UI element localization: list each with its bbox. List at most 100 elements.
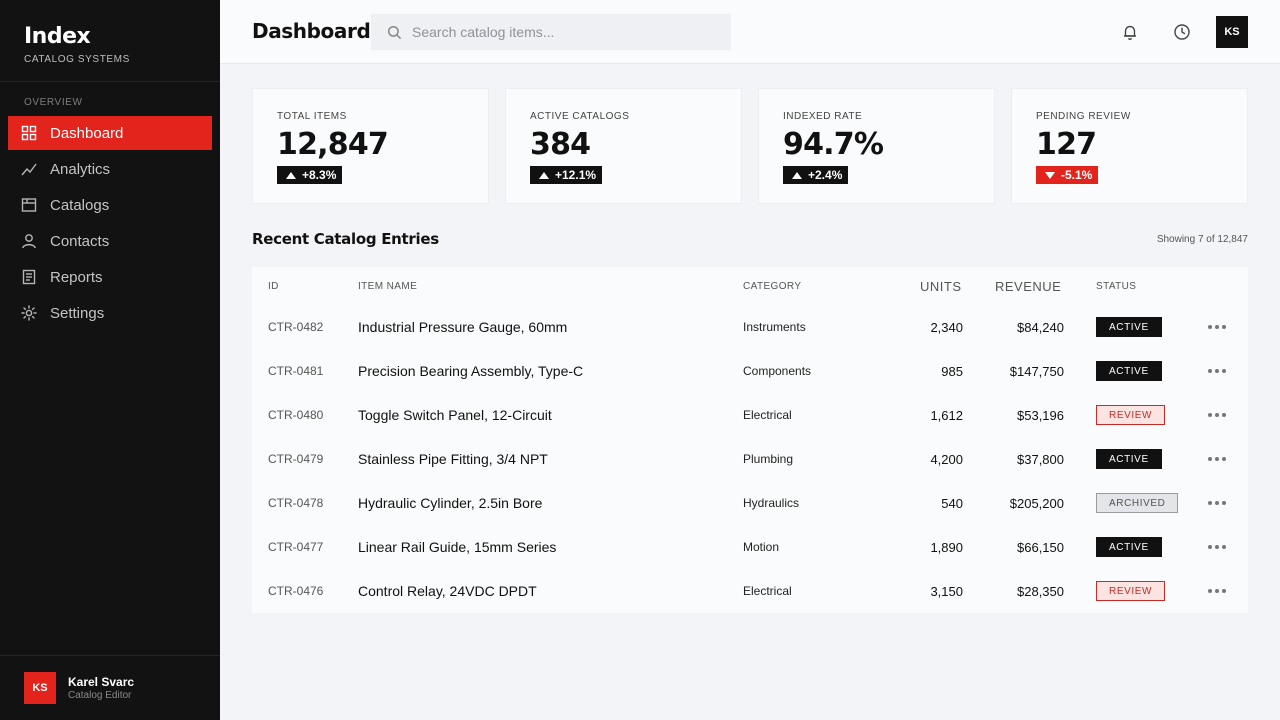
more-options-icon[interactable] xyxy=(1208,437,1226,481)
document-icon xyxy=(20,268,38,286)
item-category: Electrical xyxy=(743,408,792,422)
item-id: CTR-0476 xyxy=(268,584,324,598)
table-header: ID ITEM NAME CATEGORY UNITS REVENUE STAT… xyxy=(252,267,1248,305)
more-options-icon[interactable] xyxy=(1208,349,1226,393)
table-row[interactable]: CTR-0479 Stainless Pipe Fitting, 3/4 NPT P… xyxy=(252,437,1248,481)
sidebar-item-label: Analytics xyxy=(50,160,111,178)
bell-icon[interactable] xyxy=(1120,22,1140,42)
item-units: 3,150 xyxy=(930,583,963,599)
item-name: Precision Bearing Assembly, Type-C xyxy=(358,363,584,379)
item-name: Control Relay, 24VDC DPDT xyxy=(358,583,537,599)
item-category: Hydraulics xyxy=(743,496,800,510)
user-name: Karel Svarc xyxy=(68,675,135,689)
item-units: 540 xyxy=(941,495,963,511)
item-id: CTR-0478 xyxy=(268,496,324,510)
search-bar[interactable] xyxy=(371,14,731,50)
brand: Index CATALOG SYSTEMS xyxy=(0,0,220,82)
nav-section-label: OVERVIEW xyxy=(24,97,83,108)
brand-title: Index xyxy=(24,24,91,49)
item-revenue: $84,240 xyxy=(1017,319,1064,335)
stat-value: 384 xyxy=(530,127,591,162)
sidebar-item-contacts[interactable]: Contacts xyxy=(8,224,212,258)
sidebar-nav: Dashboard Analytics Catalogs Contacts Re… xyxy=(8,116,212,332)
status-cell: REVIEW xyxy=(1096,569,1166,613)
item-category: Electrical xyxy=(743,584,792,598)
search-icon xyxy=(387,25,402,39)
stat-card-total-items: TOTAL ITEMS 12,847 +8.3% xyxy=(252,88,489,204)
stat-card-pending-review: PENDING REVIEW 127 -5.1% xyxy=(1011,88,1248,204)
status-cell: ACTIVE xyxy=(1096,349,1162,393)
status-badge: ACTIVE xyxy=(1096,537,1162,557)
page-title: Dashboard xyxy=(252,19,371,43)
status-cell: REVIEW xyxy=(1096,393,1166,437)
column-header-category[interactable]: CATEGORY xyxy=(743,281,802,292)
sidebar-item-label: Contacts xyxy=(50,232,110,250)
sidebar-item-dashboard[interactable]: Dashboard xyxy=(8,116,212,150)
user-profile[interactable]: KS Karel Svarc Catalog Editor xyxy=(0,655,220,720)
arrow-up-icon xyxy=(539,171,549,179)
table-row[interactable]: CTR-0482 Industrial Pressure Gauge, 60mm I… xyxy=(252,305,1248,349)
sidebar: Index CATALOG SYSTEMS OVERVIEW Dashboard… xyxy=(0,0,220,720)
sidebar-item-label: Dashboard xyxy=(50,124,124,142)
status-cell: ACTIVE xyxy=(1096,525,1162,569)
column-header-item-name[interactable]: ITEM NAME xyxy=(358,281,418,292)
item-name: Stainless Pipe Fitting, 3/4 NPT xyxy=(358,451,548,467)
table-row[interactable]: CTR-0481 Precision Bearing Assembly, Type… xyxy=(252,349,1248,393)
more-options-icon[interactable] xyxy=(1208,525,1226,569)
item-id: CTR-0481 xyxy=(268,364,324,378)
item-id: CTR-0480 xyxy=(268,408,324,422)
table-row[interactable]: CTR-0480 Toggle Switch Panel, 12-Circuit E… xyxy=(252,393,1248,437)
status-cell: ARCHIVED xyxy=(1096,481,1179,525)
column-header-revenue[interactable]: REVENUE xyxy=(995,279,1062,294)
stat-label: TOTAL ITEMS xyxy=(277,111,347,122)
item-revenue: $66,150 xyxy=(1017,539,1064,555)
search-input[interactable] xyxy=(412,24,712,40)
item-name: Toggle Switch Panel, 12-Circuit xyxy=(358,407,552,423)
more-options-icon[interactable] xyxy=(1208,569,1226,613)
stat-label: INDEXED RATE xyxy=(783,111,863,122)
grid-icon xyxy=(20,124,38,142)
section-title: Recent Catalog Entries xyxy=(252,230,439,248)
sidebar-item-catalogs[interactable]: Catalogs xyxy=(8,188,212,222)
stat-value: 127 xyxy=(1036,127,1097,162)
item-name: Hydraulic Cylinder, 2.5in Bore xyxy=(358,495,543,511)
sidebar-item-label: Reports xyxy=(50,268,103,286)
item-category: Plumbing xyxy=(743,452,794,466)
column-header-id[interactable]: ID xyxy=(268,281,279,292)
table-row[interactable]: CTR-0477 Linear Rail Guide, 15mm Series Mo… xyxy=(252,525,1248,569)
sidebar-item-analytics[interactable]: Analytics xyxy=(8,152,212,186)
more-options-icon[interactable] xyxy=(1208,481,1226,525)
catalog-icon xyxy=(20,196,38,214)
column-header-status[interactable]: STATUS xyxy=(1096,281,1137,292)
stat-delta: -5.1% xyxy=(1061,168,1093,182)
item-revenue: $205,200 xyxy=(1009,495,1064,511)
column-header-units[interactable]: UNITS xyxy=(920,279,962,294)
top-header: Dashboard KS xyxy=(220,0,1280,64)
item-category: Components xyxy=(743,364,812,378)
stat-delta-badge: +2.4% xyxy=(783,166,849,184)
table-row[interactable]: CTR-0476 Control Relay, 24VDC DPDT Electri… xyxy=(252,569,1248,613)
item-units: 985 xyxy=(941,363,963,379)
sidebar-item-settings[interactable]: Settings xyxy=(8,296,212,330)
clock-icon[interactable] xyxy=(1172,22,1192,42)
arrow-down-icon xyxy=(1045,171,1055,179)
arrow-up-icon xyxy=(286,171,296,179)
gear-icon xyxy=(20,304,38,322)
item-units: 4,200 xyxy=(930,451,963,467)
table-row[interactable]: CTR-0478 Hydraulic Cylinder, 2.5in Bore Hy… xyxy=(252,481,1248,525)
avatar[interactable]: KS xyxy=(1216,16,1248,48)
sidebar-item-reports[interactable]: Reports xyxy=(8,260,212,294)
sidebar-item-label: Catalogs xyxy=(50,196,110,214)
item-category: Motion xyxy=(743,540,780,554)
stat-delta-badge: +12.1% xyxy=(530,166,603,184)
item-id: CTR-0479 xyxy=(268,452,324,466)
item-revenue: $147,750 xyxy=(1009,363,1064,379)
status-badge: ACTIVE xyxy=(1096,449,1162,469)
more-options-icon[interactable] xyxy=(1208,393,1226,437)
item-revenue: $37,800 xyxy=(1017,451,1064,467)
item-id: CTR-0477 xyxy=(268,540,324,554)
user-role: Catalog Editor xyxy=(68,690,132,701)
item-name: Industrial Pressure Gauge, 60mm xyxy=(358,319,568,335)
more-options-icon[interactable] xyxy=(1208,305,1226,349)
stat-delta: +12.1% xyxy=(555,168,597,182)
